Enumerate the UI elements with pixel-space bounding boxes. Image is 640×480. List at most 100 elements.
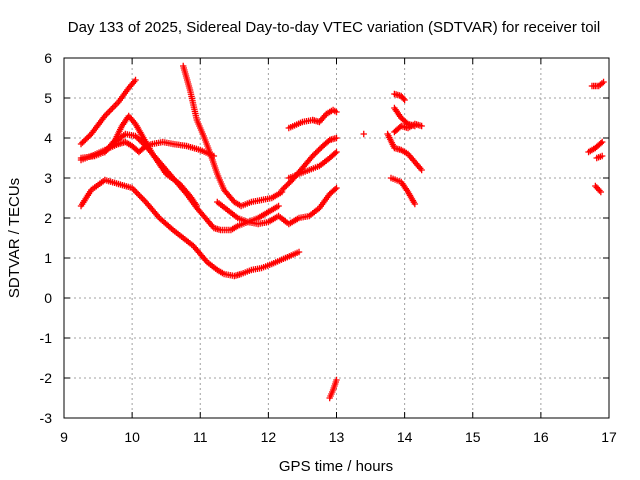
data-point	[411, 200, 419, 208]
data-point	[275, 202, 282, 210]
y-axis-label: SDTVAR / TECUs	[6, 178, 23, 298]
data-point	[109, 105, 116, 112]
series-s1	[77, 76, 139, 148]
series-s17	[391, 120, 425, 136]
series-s4	[101, 130, 282, 234]
data-point	[132, 132, 139, 140]
y-tick-label: 5	[44, 90, 52, 106]
data-point	[108, 141, 116, 149]
series-s18	[585, 138, 606, 156]
y-tick-label: 6	[44, 50, 52, 66]
data-point	[83, 135, 91, 142]
data-point	[360, 130, 367, 138]
series-s5	[77, 176, 303, 280]
data-point	[110, 103, 118, 110]
data-point	[132, 76, 139, 84]
data-point	[139, 195, 146, 203]
data-point	[597, 188, 605, 196]
data-point	[135, 135, 142, 143]
data-point	[598, 138, 606, 146]
data-point	[141, 141, 148, 148]
data-point	[315, 147, 322, 154]
data-point	[107, 106, 115, 113]
data-point	[85, 133, 92, 141]
series-s8	[278, 134, 340, 194]
data-point	[313, 148, 321, 155]
y-tick-label: 1	[44, 250, 52, 266]
series-s13	[384, 130, 425, 174]
data-point	[418, 122, 425, 130]
data-point	[312, 149, 319, 157]
data-point	[280, 185, 287, 192]
data-point	[79, 139, 86, 146]
series-s6	[180, 62, 286, 210]
series-s9	[285, 148, 340, 182]
data-point	[331, 186, 339, 193]
x-axis-label: GPS time / hours	[279, 458, 393, 475]
data-point	[104, 109, 112, 117]
data-point	[112, 101, 119, 109]
y-tick-label: -3	[40, 410, 53, 426]
series-s10	[285, 106, 340, 132]
series-s21	[593, 152, 606, 162]
data-point	[278, 186, 286, 194]
data-point	[103, 147, 110, 154]
data-point	[598, 152, 606, 160]
data-point	[101, 148, 109, 156]
data-point	[418, 166, 425, 174]
data-marks	[77, 62, 607, 402]
y-tick-label: 0	[44, 290, 52, 306]
data-point	[133, 189, 140, 196]
data-point	[310, 151, 318, 158]
data-point	[281, 183, 289, 191]
data-point	[333, 184, 340, 192]
data-point	[284, 181, 292, 188]
y-tick-label: -2	[40, 370, 53, 386]
series-s7	[214, 184, 340, 228]
data-point	[333, 134, 340, 142]
chart-title: Day 133 of 2025, Sidereal Day-to-day VTE…	[68, 19, 600, 36]
series-s11	[326, 376, 340, 402]
x-tick-label: 14	[397, 429, 413, 445]
y-tick-label: 2	[44, 210, 52, 226]
series-s12	[360, 130, 367, 138]
x-tick-label: 12	[261, 429, 277, 445]
x-tick-label: 9	[60, 429, 68, 445]
x-tick-label: 15	[465, 429, 481, 445]
data-point	[316, 145, 324, 153]
data-point	[139, 139, 147, 147]
data-point	[104, 145, 111, 153]
series-s16	[387, 174, 419, 208]
data-point	[600, 78, 607, 86]
data-point	[134, 191, 142, 198]
data-point	[106, 108, 113, 115]
series-s19	[588, 78, 607, 90]
data-point	[133, 134, 141, 141]
data-point	[295, 248, 303, 256]
x-tick-label: 16	[533, 429, 549, 445]
data-point	[138, 194, 145, 201]
data-point	[400, 95, 407, 102]
data-point	[283, 182, 290, 189]
data-point	[82, 136, 89, 143]
data-point	[77, 140, 85, 148]
data-point	[136, 137, 144, 144]
data-point	[333, 108, 340, 116]
grid	[64, 58, 609, 418]
x-tick-label: 11	[193, 429, 208, 445]
data-point	[106, 144, 113, 151]
data-point	[107, 143, 114, 150]
x-tick-label: 13	[329, 429, 345, 445]
series-s15	[391, 90, 408, 104]
data-point	[80, 137, 88, 145]
data-point	[597, 140, 605, 147]
data-point	[131, 187, 139, 195]
data-point	[138, 138, 145, 145]
series-s20	[592, 182, 605, 196]
y-tick-label: 4	[44, 130, 52, 146]
data-point	[333, 376, 340, 384]
plot-frame	[63, 57, 610, 419]
data-point	[331, 150, 339, 157]
